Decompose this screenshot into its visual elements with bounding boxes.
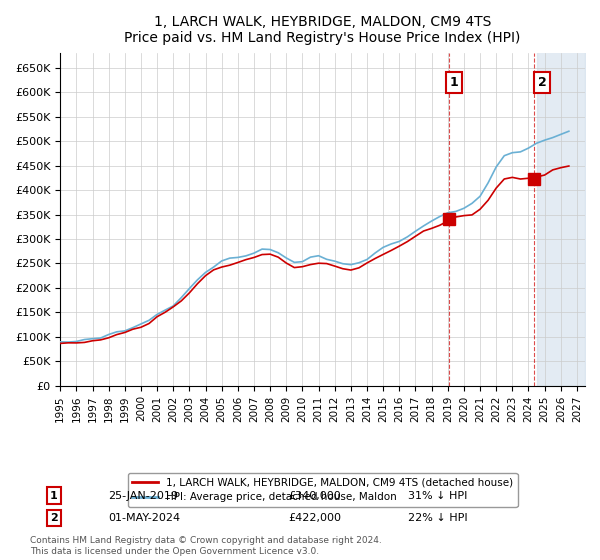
Text: 31% ↓ HPI: 31% ↓ HPI bbox=[408, 491, 467, 501]
Text: 1: 1 bbox=[449, 76, 458, 89]
Text: Contains HM Land Registry data © Crown copyright and database right 2024.
This d: Contains HM Land Registry data © Crown c… bbox=[30, 536, 382, 556]
Text: 22% ↓ HPI: 22% ↓ HPI bbox=[408, 513, 467, 523]
Text: 25-JAN-2019: 25-JAN-2019 bbox=[108, 491, 178, 501]
Text: £422,000: £422,000 bbox=[288, 513, 341, 523]
Text: 1: 1 bbox=[50, 491, 58, 501]
Text: 2: 2 bbox=[538, 76, 546, 89]
Legend: 1, LARCH WALK, HEYBRIDGE, MALDON, CM9 4TS (detached house), HPI: Average price, : 1, LARCH WALK, HEYBRIDGE, MALDON, CM9 4T… bbox=[128, 473, 518, 507]
Text: £340,000: £340,000 bbox=[288, 491, 341, 501]
Text: 2: 2 bbox=[50, 513, 58, 523]
Title: 1, LARCH WALK, HEYBRIDGE, MALDON, CM9 4TS
Price paid vs. HM Land Registry's Hous: 1, LARCH WALK, HEYBRIDGE, MALDON, CM9 4T… bbox=[124, 15, 521, 45]
Text: 01-MAY-2024: 01-MAY-2024 bbox=[108, 513, 180, 523]
